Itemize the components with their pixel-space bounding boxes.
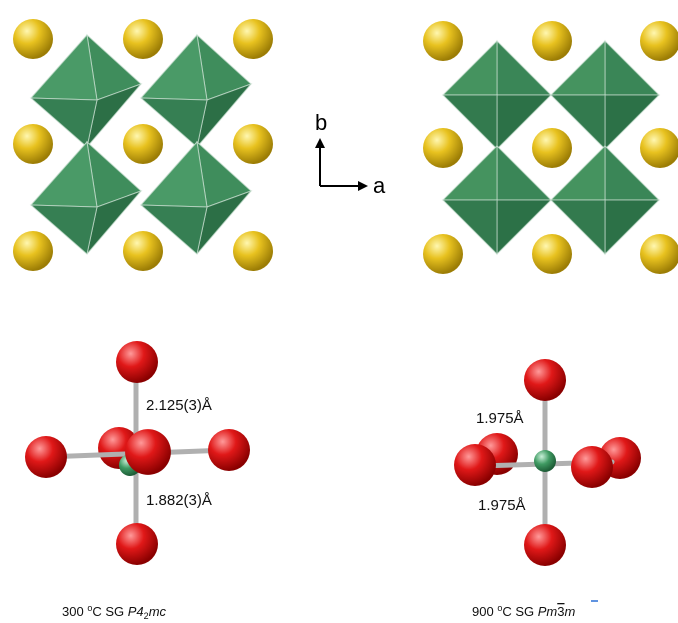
bond-length: 1.975Å	[476, 410, 524, 427]
caption-part: m	[565, 604, 576, 619]
caption-part: 900	[472, 604, 494, 619]
caption-part: 300	[62, 604, 84, 619]
caption-part: C SG	[502, 604, 534, 619]
caption-part: mc	[149, 604, 167, 619]
caption-part: P4	[128, 604, 144, 619]
bond-length: 1.975Å	[478, 497, 526, 514]
octahedron-300: 2.125(3)Å 1.882(3)Å	[25, 341, 250, 565]
caption-part: Pm	[538, 604, 558, 619]
bond-length: 1.882(3)Å	[146, 492, 212, 509]
axis-b: b	[315, 110, 327, 135]
bond-length: 2.125(3)Å	[146, 397, 212, 414]
caption-part: o	[497, 603, 502, 613]
caption-part: 3	[557, 604, 564, 619]
caption-part: C SG	[92, 604, 124, 619]
caption-part: 2	[144, 611, 149, 621]
caption: 900 oC SG Pm3m	[472, 603, 576, 619]
caption: 300 oC SG P42mc	[62, 603, 167, 621]
axes-indicator: b a	[315, 110, 386, 198]
structure-300	[13, 19, 273, 271]
octahedron-900: 1.975Å 1.975Å	[454, 359, 641, 566]
structure-900	[423, 21, 678, 274]
caption-part: o	[87, 603, 92, 613]
axis-a: a	[373, 173, 386, 198]
